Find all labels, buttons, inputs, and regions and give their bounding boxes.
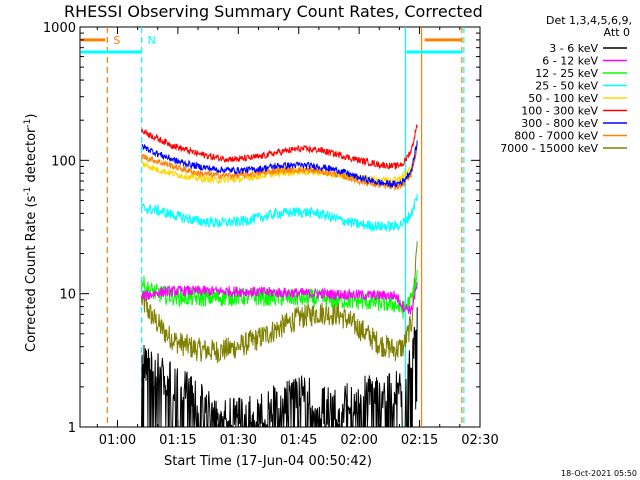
timestamp: 18-Oct-2021 05:50 — [561, 469, 637, 478]
legend-label-50-100-kev: 50 - 100 keV — [528, 92, 598, 105]
series-line-800-7000-kev — [141, 143, 418, 191]
legend-label-12-25-kev: 12 - 25 keV — [535, 67, 598, 80]
legend-label-100-300-kev: 100 - 300 keV — [521, 105, 598, 118]
series-line-3-6-kev — [141, 307, 418, 429]
x-tick-label: 01:15 — [159, 433, 196, 448]
legend-label-800-7000-kev: 800 - 7000 keV — [514, 130, 598, 143]
x-tick-label: 01:45 — [280, 433, 317, 448]
x-tick-label: 02:00 — [340, 433, 377, 448]
x-tick-label: 02:30 — [461, 433, 498, 448]
series-layer — [141, 124, 418, 429]
annotation-label: N — [148, 34, 156, 47]
legend-label-300-800-kev: 300 - 800 keV — [521, 117, 598, 130]
series-line-300-800-kev — [141, 140, 418, 188]
series-line-100-300-kev — [141, 124, 418, 170]
series-line-7000-15000-kev — [141, 241, 418, 364]
y-axis-label: Corrected Count Rate (s-1 detector-1) — [23, 114, 39, 352]
plot-frame — [79, 26, 481, 428]
y-tick-label: 1000 — [43, 21, 76, 36]
x-axis-label: Start Time (17-Jun-04 00:50:42) — [164, 454, 372, 469]
x-tick-label: 01:30 — [220, 433, 257, 448]
y-tick-label: 100 — [51, 154, 76, 169]
legend-label-6-12-kev: 6 - 12 keV — [542, 55, 598, 68]
legend-header-line1: Det 1,3,4,5,6,9, — [546, 14, 632, 27]
x-tick-label: 01:00 — [99, 433, 136, 448]
legend-header-line2: Att 0 — [604, 26, 630, 39]
chart-title: RHESSI Observing Summary Count Rates, Co… — [64, 2, 483, 21]
y-tick-label: 10 — [59, 288, 76, 303]
legend-label-7000-15000-kev: 7000 - 15000 keV — [500, 142, 598, 155]
legend-label-25-50-kev: 25 - 50 keV — [535, 80, 598, 93]
series-line-25-50-kev — [141, 193, 418, 232]
axis-ticks: 01:00 01:15 01:30 01:45 02:00 02:15 02:30 1 10 10… — [43, 21, 499, 448]
annotation-label: S — [113, 34, 120, 47]
series-line-6-12-kev — [141, 282, 418, 315]
y-tick-label: 1 — [68, 421, 76, 436]
x-tick-label: 02:15 — [401, 433, 438, 448]
legend-label-3-6-kev: 3 - 6 keV — [549, 42, 598, 55]
